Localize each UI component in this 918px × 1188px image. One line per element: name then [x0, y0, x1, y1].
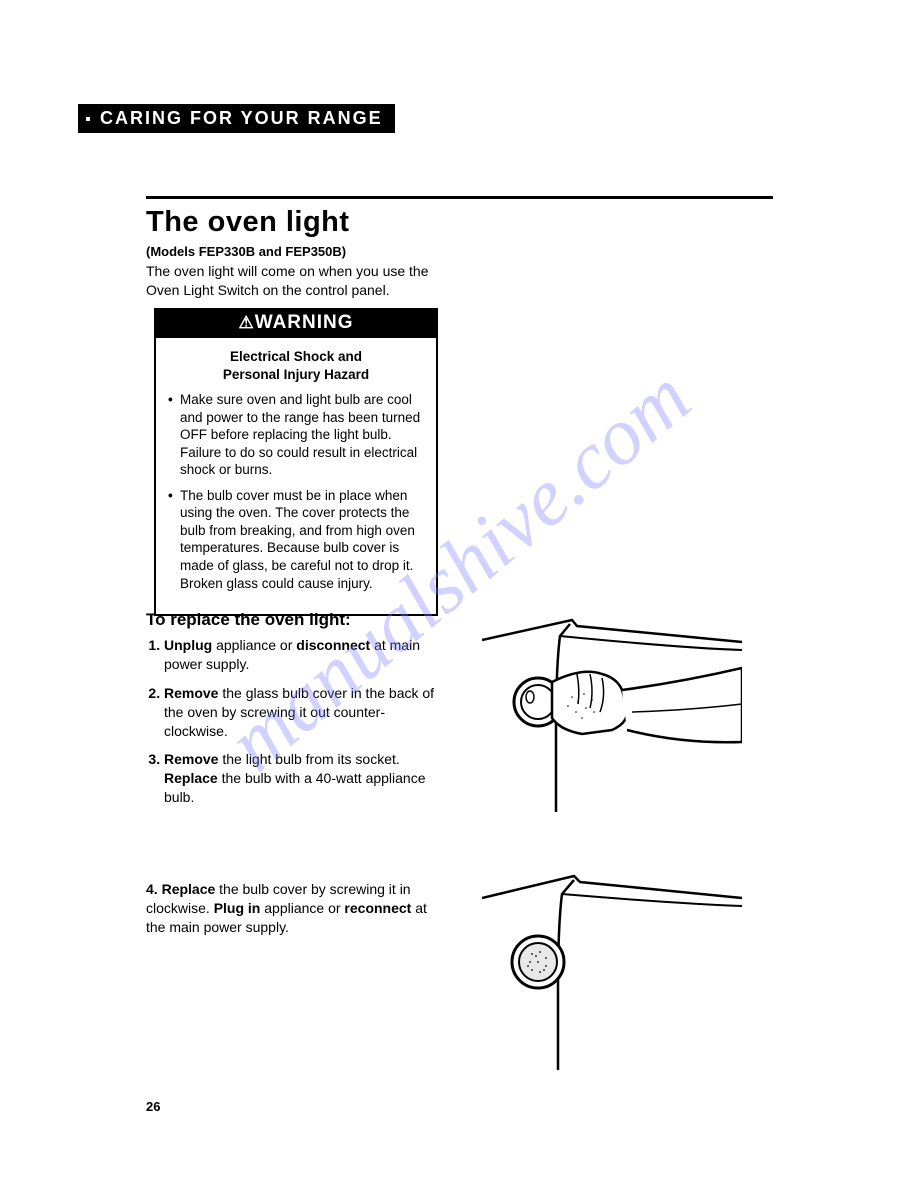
manual-page: CARING FOR YOUR RANGE The oven light (Mo…	[0, 0, 918, 1188]
page-title: The oven light	[146, 206, 350, 239]
steps-heading: To replace the oven light:	[146, 610, 351, 630]
warning-header: ⚠WARNING	[156, 310, 436, 338]
page-number: 26	[146, 1099, 160, 1114]
model-subtitle: (Models FEP330B and FEP350B)	[146, 244, 346, 259]
step-item: 4. Replace the bulb cover by screwing it…	[146, 880, 436, 937]
step-item: Unplug appliance or disconnect at main p…	[164, 636, 436, 674]
section-header-bar: CARING FOR YOUR RANGE	[78, 104, 395, 133]
intro-paragraph: The oven light will come on when you use…	[146, 262, 446, 300]
illustration-bulb-cover	[482, 870, 742, 1070]
warning-label: WARNING	[255, 312, 354, 333]
warning-bullet: The bulb cover must be in place when usi…	[168, 487, 424, 592]
illustration-hand-bulb	[482, 612, 742, 812]
step-item: Remove the glass bulb cover in the back …	[164, 684, 436, 741]
warning-box: ⚠WARNING Electrical Shock and Personal I…	[154, 308, 438, 616]
steps-list: Unplug appliance or disconnect at main p…	[146, 636, 436, 817]
step-item: Remove the light bulb from its socket. R…	[164, 750, 436, 807]
warning-body: Electrical Shock and Personal Injury Haz…	[156, 338, 436, 614]
warning-subhead: Electrical Shock and Personal Injury Haz…	[168, 348, 424, 383]
warning-triangle-icon: ⚠	[238, 313, 254, 333]
warning-bullet: Make sure oven and light bulb are cool a…	[168, 391, 424, 479]
horizontal-divider	[146, 196, 773, 199]
